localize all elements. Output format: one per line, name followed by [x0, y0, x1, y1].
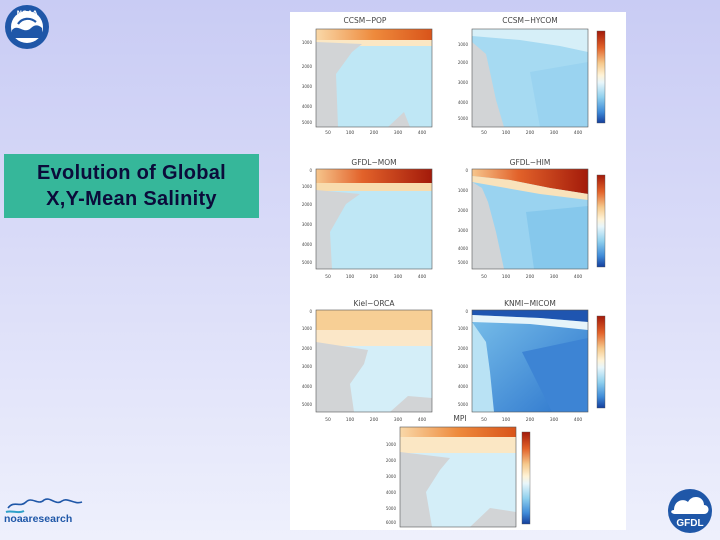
- x-tick: 50: [481, 274, 487, 280]
- svg-text:3000: 3000: [302, 222, 313, 227]
- panel-title: GFDL−MOM: [351, 158, 396, 167]
- svg-text:5000: 5000: [458, 116, 469, 121]
- panel-title: MPI: [453, 414, 466, 423]
- svg-text:3000: 3000: [302, 364, 313, 369]
- svg-text:1000: 1000: [386, 442, 397, 447]
- slide-title: Evolution of Global X,Y-Mean Salinity: [4, 154, 259, 218]
- x-tick: 400: [418, 274, 427, 280]
- panel-title: Kiel−ORCA: [353, 299, 395, 308]
- x-tick: 300: [394, 274, 403, 280]
- x-tick: 300: [394, 130, 403, 136]
- svg-text:5000: 5000: [386, 506, 397, 511]
- panel-kiel-orca: Kiel−ORCA 0 1000 2000 3000 4000 5000 50 100…: [302, 299, 433, 423]
- gfdl-logo-text: GFDL: [676, 518, 703, 529]
- svg-text:2000: 2000: [458, 208, 469, 213]
- svg-text:0: 0: [309, 168, 312, 173]
- noaa-logo-text: NOAA: [17, 9, 38, 17]
- svg-text:1000: 1000: [458, 326, 469, 331]
- svg-text:4000: 4000: [386, 490, 397, 495]
- x-tick: 200: [370, 274, 379, 280]
- svg-text:5000: 5000: [458, 402, 469, 407]
- noaa-research-text: noaaresearch: [4, 513, 72, 525]
- x-tick: 300: [550, 274, 559, 280]
- x-tick: 300: [550, 130, 559, 136]
- x-tick: 50: [481, 417, 487, 423]
- svg-text:2000: 2000: [302, 64, 313, 69]
- x-tick: 400: [418, 417, 427, 423]
- svg-text:5000: 5000: [302, 402, 313, 407]
- svg-text:3000: 3000: [302, 84, 313, 89]
- x-tick: 200: [526, 274, 535, 280]
- x-tick: 100: [502, 417, 511, 423]
- svg-text:6000: 6000: [386, 520, 397, 525]
- svg-text:3000: 3000: [458, 228, 469, 233]
- svg-text:4000: 4000: [458, 384, 469, 389]
- svg-text:5000: 5000: [302, 260, 313, 265]
- x-tick: 200: [526, 417, 535, 423]
- svg-text:4000: 4000: [458, 246, 469, 251]
- panel-ccsm-hycom: CCSM−HYCOM 1000 2000 3000 4000 5000 50 100…: [458, 16, 589, 136]
- x-tick: 50: [325, 130, 331, 136]
- x-tick: 300: [394, 417, 403, 423]
- colorbar: [521, 30, 606, 525]
- svg-text:3000: 3000: [386, 474, 397, 479]
- svg-text:1000: 1000: [458, 188, 469, 193]
- x-tick: 400: [574, 130, 583, 136]
- x-tick: 400: [574, 274, 583, 280]
- x-tick: 200: [370, 417, 379, 423]
- x-tick: 400: [418, 130, 427, 136]
- x-tick: 200: [370, 130, 379, 136]
- svg-text:2000: 2000: [302, 202, 313, 207]
- svg-text:2000: 2000: [386, 458, 397, 463]
- x-tick: 50: [325, 274, 331, 280]
- panel-knmi-micom: KNMI−MICOM 0 1000 2000 3000 4000 5000 50 10…: [458, 299, 589, 423]
- panel-title: CCSM−HYCOM: [502, 16, 557, 25]
- noaa-logo: NOAA: [5, 5, 49, 49]
- panel-title: KNMI−MICOM: [504, 299, 556, 308]
- svg-text:4000: 4000: [302, 104, 313, 109]
- x-tick: 100: [346, 274, 355, 280]
- x-tick: 400: [574, 417, 583, 423]
- svg-text:5000: 5000: [302, 120, 313, 125]
- panel-title: GFDL−HIM: [510, 158, 551, 167]
- svg-text:2000: 2000: [458, 346, 469, 351]
- x-tick: 100: [502, 130, 511, 136]
- svg-text:1000: 1000: [302, 40, 313, 45]
- x-tick: 300: [550, 417, 559, 423]
- svg-text:2000: 2000: [458, 60, 469, 65]
- svg-text:4000: 4000: [302, 384, 313, 389]
- svg-text:4000: 4000: [458, 100, 469, 105]
- svg-text:3000: 3000: [458, 80, 469, 85]
- x-tick: 50: [481, 130, 487, 136]
- slide-title-line-1: Evolution of Global: [36, 162, 227, 184]
- svg-text:0: 0: [309, 309, 312, 314]
- svg-text:2000: 2000: [302, 346, 313, 351]
- svg-text:1000: 1000: [458, 42, 469, 47]
- salinity-figure: CCSM−POP 1000 2000 3000 4000 5000 50 100 2…: [290, 12, 626, 530]
- slide-title-line-2: X,Y-Mean Salinity: [46, 188, 217, 210]
- svg-text:1000: 1000: [302, 326, 313, 331]
- x-tick: 50: [325, 417, 331, 423]
- panel-title: CCSM−POP: [344, 16, 387, 25]
- noaa-research-logo: noaaresearch: [4, 498, 83, 525]
- svg-text:5000: 5000: [458, 260, 469, 265]
- gfdl-logo: GFDL: [668, 489, 712, 533]
- svg-text:1000: 1000: [302, 184, 313, 189]
- panel-ccsm-pop: CCSM−POP 1000 2000 3000 4000 5000 50 100 2…: [302, 16, 433, 136]
- x-tick: 100: [346, 130, 355, 136]
- x-tick: 100: [346, 417, 355, 423]
- svg-text:0: 0: [465, 168, 468, 173]
- x-tick: 100: [502, 274, 511, 280]
- svg-text:0: 0: [465, 309, 468, 314]
- svg-text:4000: 4000: [302, 242, 313, 247]
- x-tick: 200: [526, 130, 535, 136]
- svg-text:3000: 3000: [458, 364, 469, 369]
